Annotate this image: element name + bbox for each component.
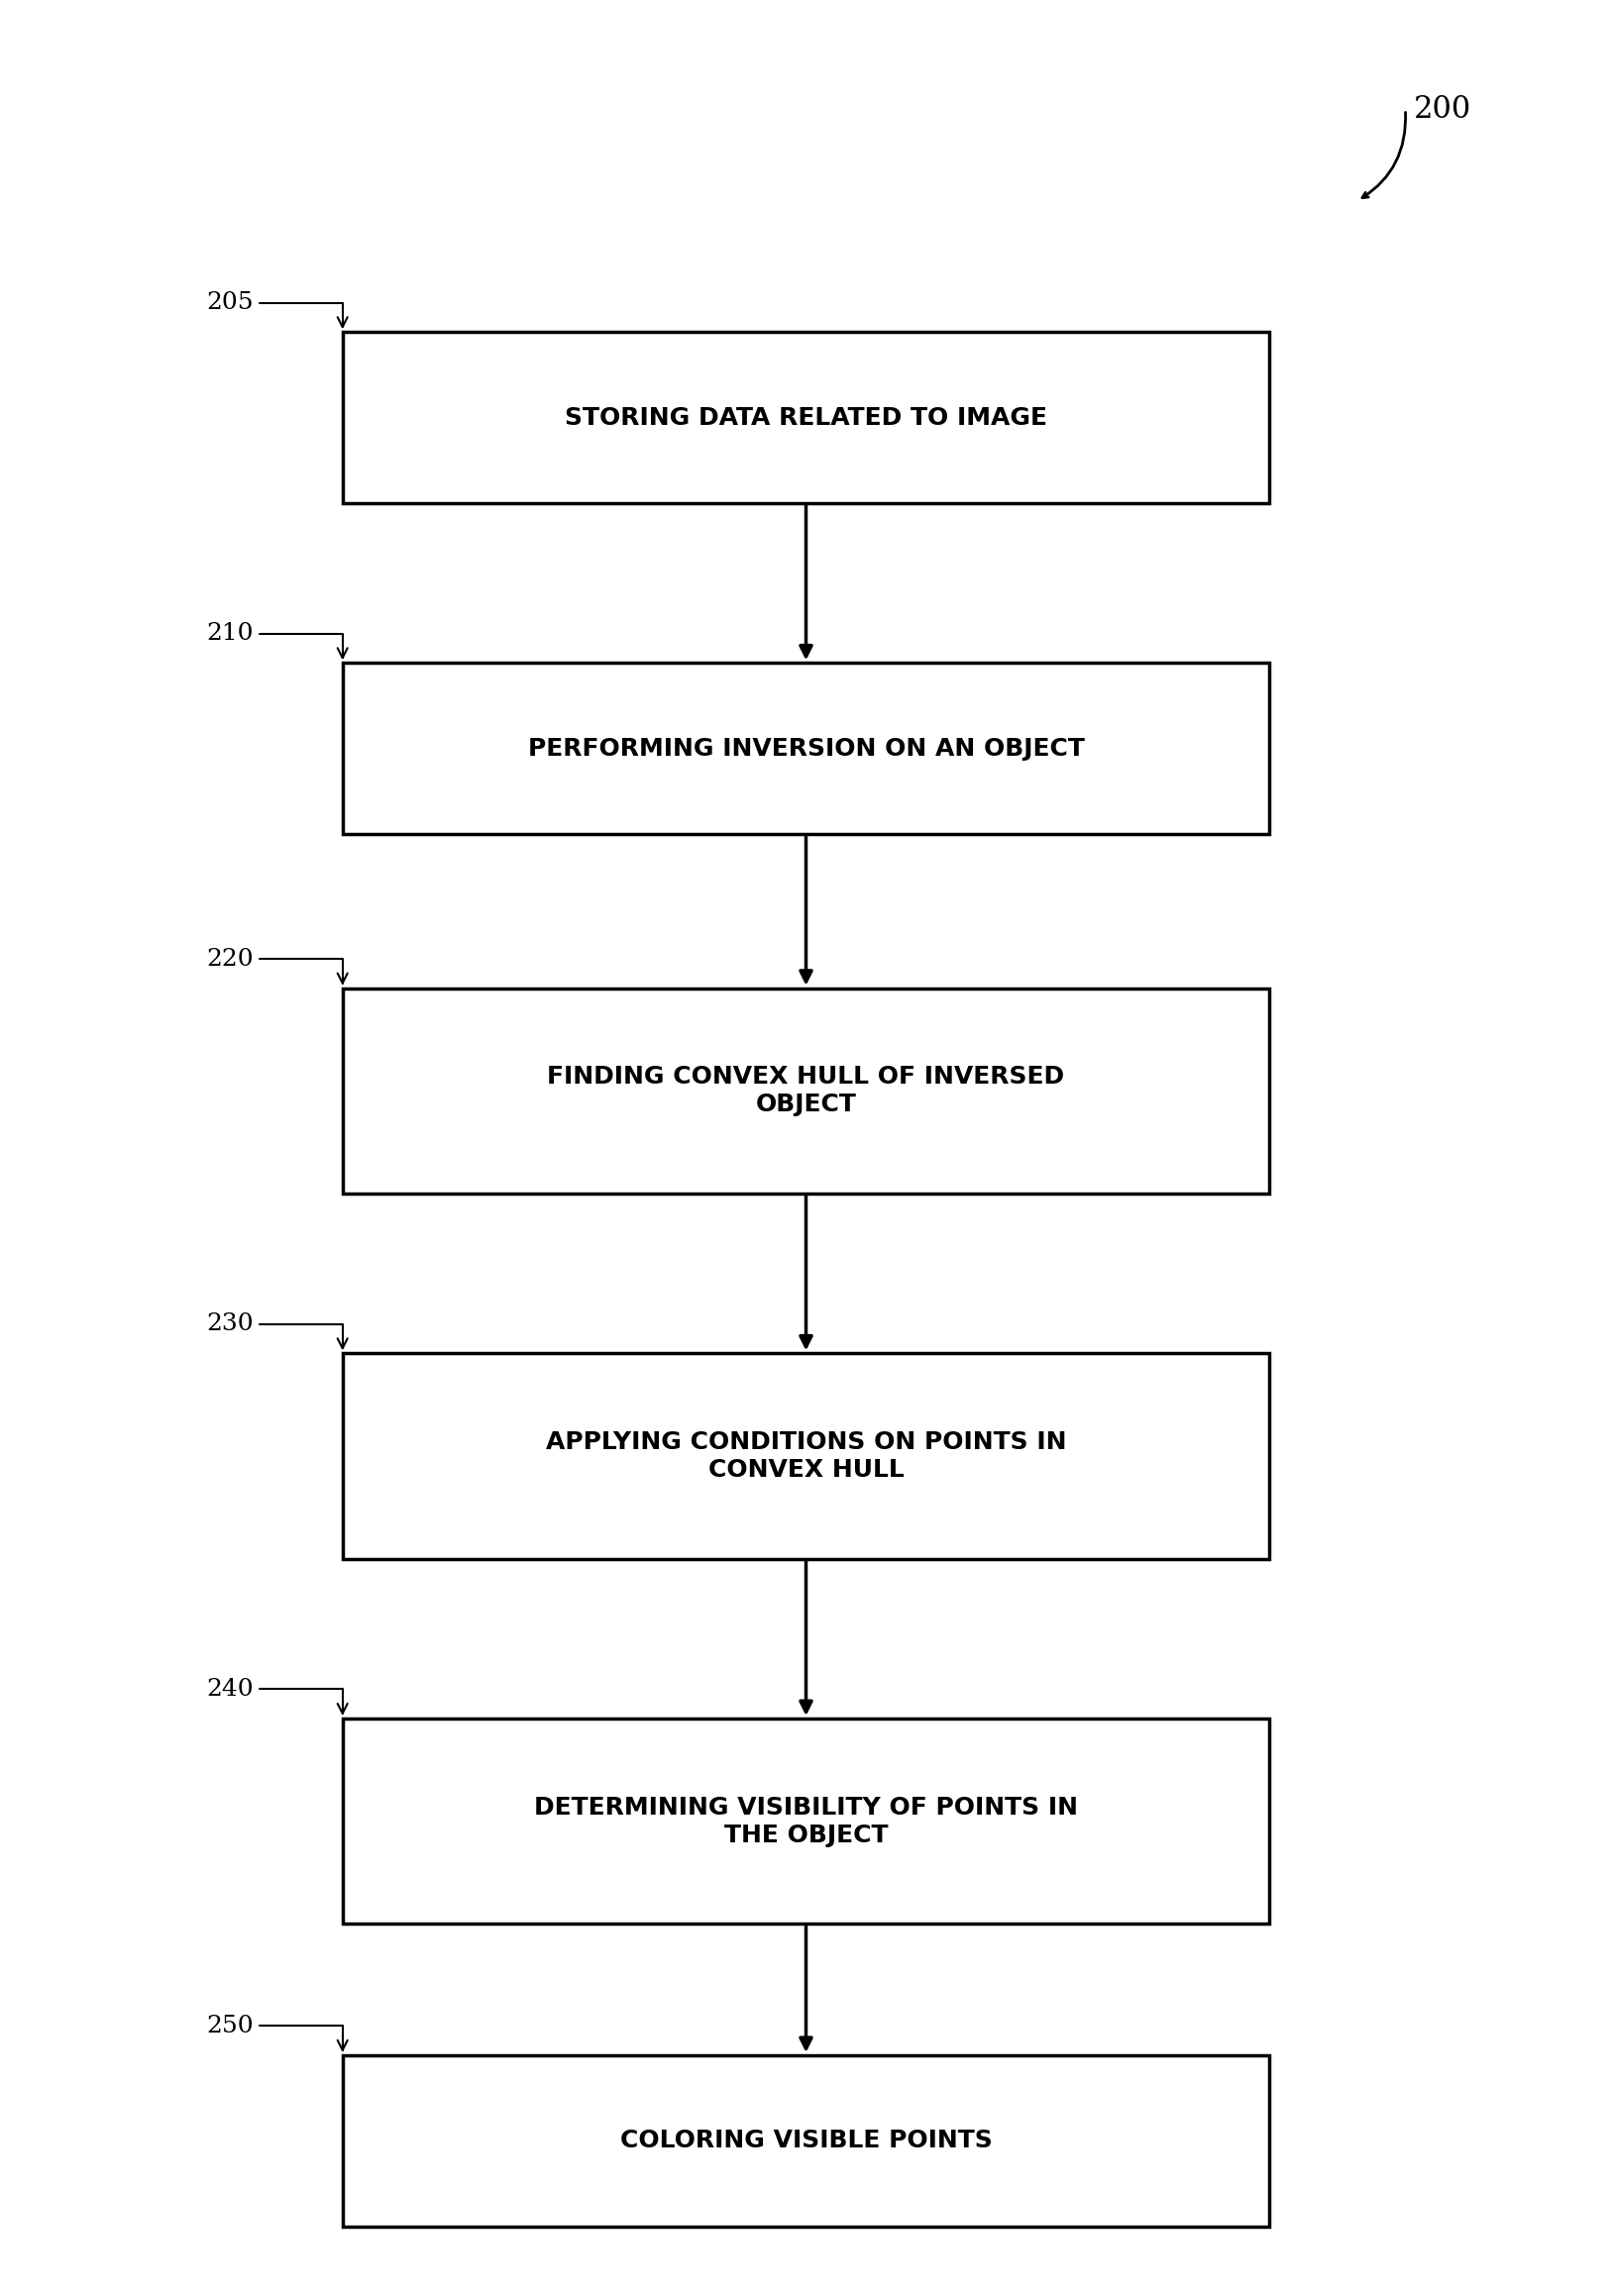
Text: DETERMINING VISIBILITY OF POINTS IN
THE OBJECT: DETERMINING VISIBILITY OF POINTS IN THE … [534,1795,1078,1846]
FancyBboxPatch shape [342,987,1270,1194]
FancyBboxPatch shape [342,1352,1270,1559]
Text: STORING DATA RELATED TO IMAGE: STORING DATA RELATED TO IMAGE [564,406,1048,429]
FancyBboxPatch shape [342,2055,1270,2227]
FancyBboxPatch shape [342,664,1270,833]
Text: 220: 220 [206,948,348,983]
Text: APPLYING CONDITIONS ON POINTS IN
CONVEX HULL: APPLYING CONDITIONS ON POINTS IN CONVEX … [546,1430,1066,1481]
Text: PERFORMING INVERSION ON AN OBJECT: PERFORMING INVERSION ON AN OBJECT [527,737,1085,760]
Text: 210: 210 [206,622,348,659]
FancyBboxPatch shape [342,333,1270,503]
Text: 205: 205 [206,292,348,326]
Text: 200: 200 [1414,94,1472,124]
FancyBboxPatch shape [342,1720,1270,1924]
Text: 250: 250 [206,2014,348,2050]
Text: 240: 240 [206,1678,348,1713]
Text: 230: 230 [206,1313,348,1348]
Text: FINDING CONVEX HULL OF INVERSED
OBJECT: FINDING CONVEX HULL OF INVERSED OBJECT [548,1065,1064,1116]
Text: COLORING VISIBLE POINTS: COLORING VISIBLE POINTS [621,2128,991,2154]
